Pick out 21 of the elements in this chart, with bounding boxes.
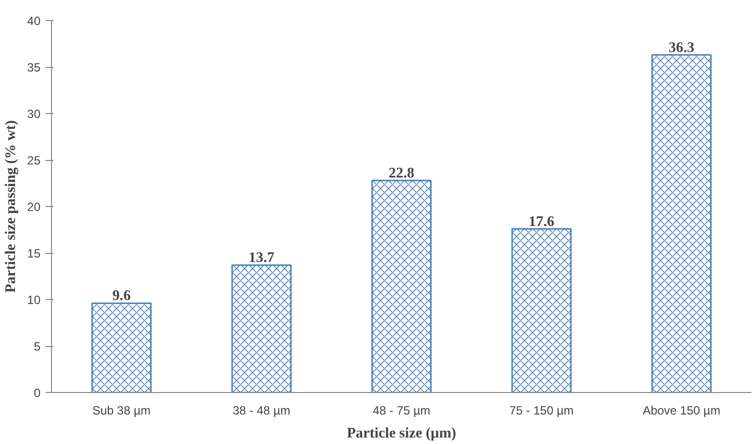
x-tick-label: 48 - 75 µm: [372, 404, 430, 418]
x-axis-title: Particle size (µm): [346, 426, 456, 442]
x-tick-label: 38 - 48 µm: [232, 404, 290, 418]
x-tick-label: Above 150 µm: [642, 404, 720, 418]
y-tick-label: 25: [27, 154, 41, 168]
x-tick-label: 75 - 150 µm: [509, 404, 574, 418]
data-label: 13.7: [248, 250, 274, 266]
data-label: 9.6: [112, 288, 131, 304]
y-tick-label: 5: [34, 340, 41, 354]
y-axis-title: Particle size passing (% wt): [3, 120, 20, 293]
data-label: 36.3: [668, 40, 694, 56]
y-tick-label: 30: [27, 107, 41, 121]
y-tick-label: 20: [27, 200, 41, 214]
data-label: 17.6: [528, 214, 554, 230]
y-tick-label: 15: [27, 246, 41, 260]
data-label: 22.8: [388, 165, 414, 182]
y-tick-label: 10: [27, 293, 41, 307]
y-tick-label: 0: [34, 386, 41, 400]
y-tick-label: 40: [27, 14, 41, 28]
x-tick-label: Sub 38 µm: [92, 404, 151, 418]
y-tick-label: 35: [27, 60, 41, 74]
